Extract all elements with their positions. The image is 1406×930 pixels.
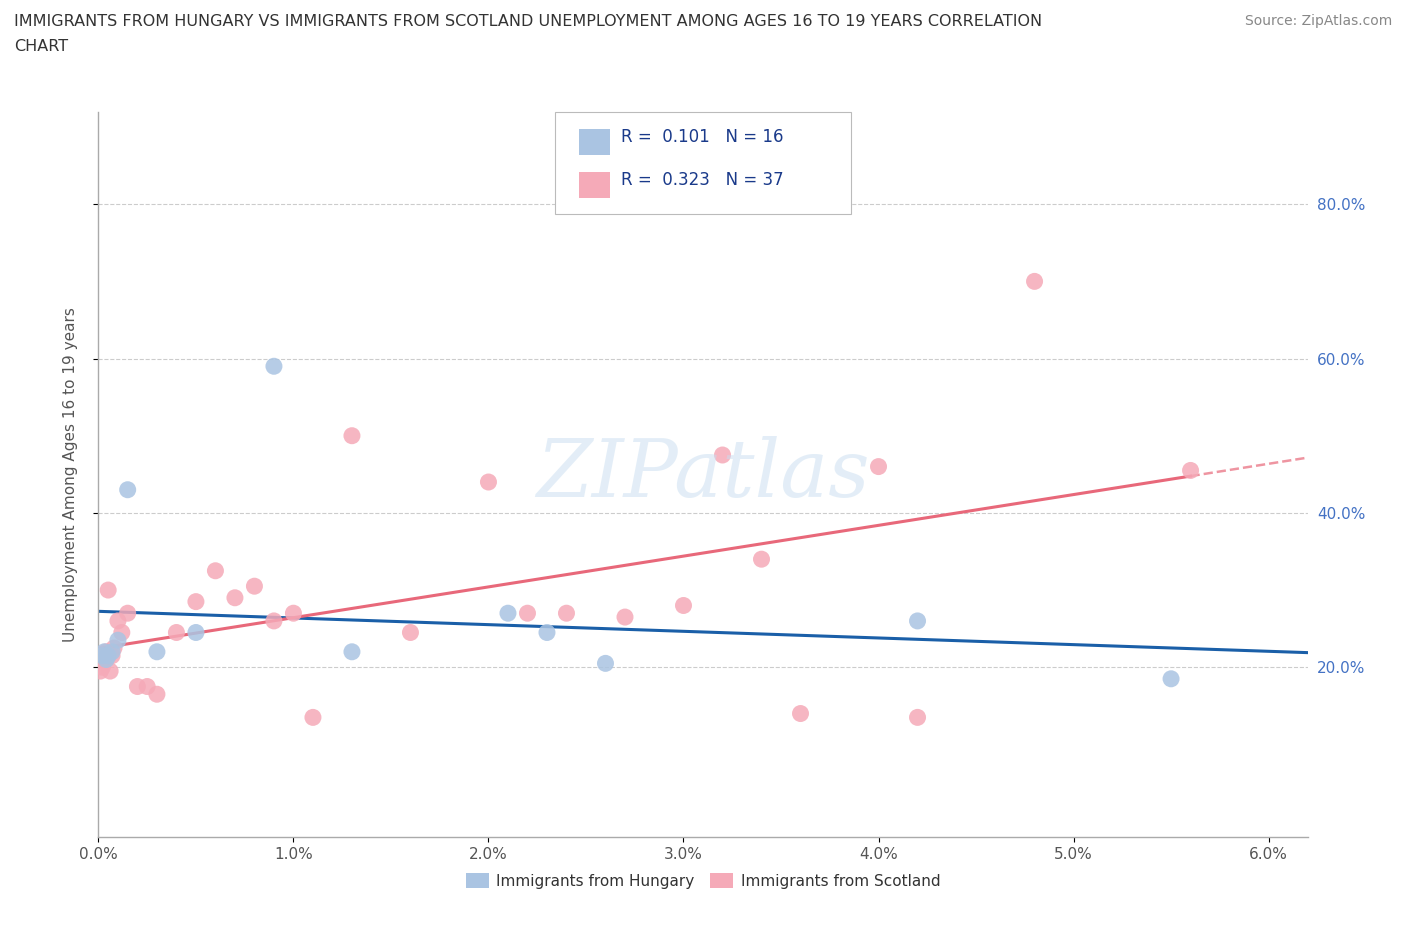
Point — [340, 644, 363, 659]
Point — [283, 605, 305, 620]
Point — [868, 459, 890, 474]
Point — [302, 710, 325, 724]
Point — [93, 652, 115, 667]
Point — [536, 625, 558, 640]
Point — [117, 483, 139, 498]
Point — [101, 644, 124, 659]
Point — [97, 582, 120, 597]
Point — [263, 359, 285, 374]
Point — [165, 625, 187, 640]
Point — [101, 648, 124, 663]
Point — [1024, 274, 1046, 289]
Point — [907, 710, 929, 724]
Point — [711, 447, 734, 462]
Text: R =  0.101   N = 16: R = 0.101 N = 16 — [621, 128, 785, 146]
Point — [477, 474, 499, 489]
Text: ZIPatlas: ZIPatlas — [536, 435, 870, 513]
Point — [98, 664, 121, 679]
Point — [111, 625, 134, 640]
Point — [89, 664, 111, 679]
Point — [103, 641, 125, 656]
Point — [224, 591, 246, 605]
Point — [107, 614, 129, 629]
Point — [107, 632, 129, 647]
Point — [127, 679, 149, 694]
Text: R =  0.323   N = 37: R = 0.323 N = 37 — [621, 171, 785, 189]
Legend: Immigrants from Hungary, Immigrants from Scotland: Immigrants from Hungary, Immigrants from… — [460, 867, 946, 895]
Point — [595, 656, 617, 671]
Point — [789, 706, 811, 721]
Point — [184, 625, 207, 640]
Point — [136, 679, 159, 694]
Text: Source: ZipAtlas.com: Source: ZipAtlas.com — [1244, 14, 1392, 28]
Point — [184, 594, 207, 609]
Point — [263, 614, 285, 629]
Text: CHART: CHART — [14, 39, 67, 54]
Point — [751, 551, 773, 566]
Point — [96, 644, 118, 659]
Y-axis label: Unemployment Among Ages 16 to 19 years: Unemployment Among Ages 16 to 19 years — [63, 307, 77, 642]
Point — [672, 598, 695, 613]
Point — [1160, 671, 1182, 686]
Point — [146, 644, 169, 659]
Point — [496, 605, 519, 620]
Point — [97, 648, 120, 663]
Point — [93, 644, 115, 659]
Point — [243, 578, 266, 593]
Point — [614, 610, 637, 625]
Point — [96, 652, 118, 667]
Point — [97, 648, 120, 663]
Point — [907, 614, 929, 629]
Point — [91, 648, 114, 663]
Point — [340, 429, 363, 444]
Point — [204, 564, 226, 578]
Text: IMMIGRANTS FROM HUNGARY VS IMMIGRANTS FROM SCOTLAND UNEMPLOYMENT AMONG AGES 16 T: IMMIGRANTS FROM HUNGARY VS IMMIGRANTS FR… — [14, 14, 1042, 29]
Point — [146, 686, 169, 701]
Point — [117, 605, 139, 620]
Point — [555, 605, 578, 620]
Point — [516, 605, 538, 620]
Point — [91, 659, 114, 674]
Point — [399, 625, 422, 640]
Point — [1180, 463, 1202, 478]
